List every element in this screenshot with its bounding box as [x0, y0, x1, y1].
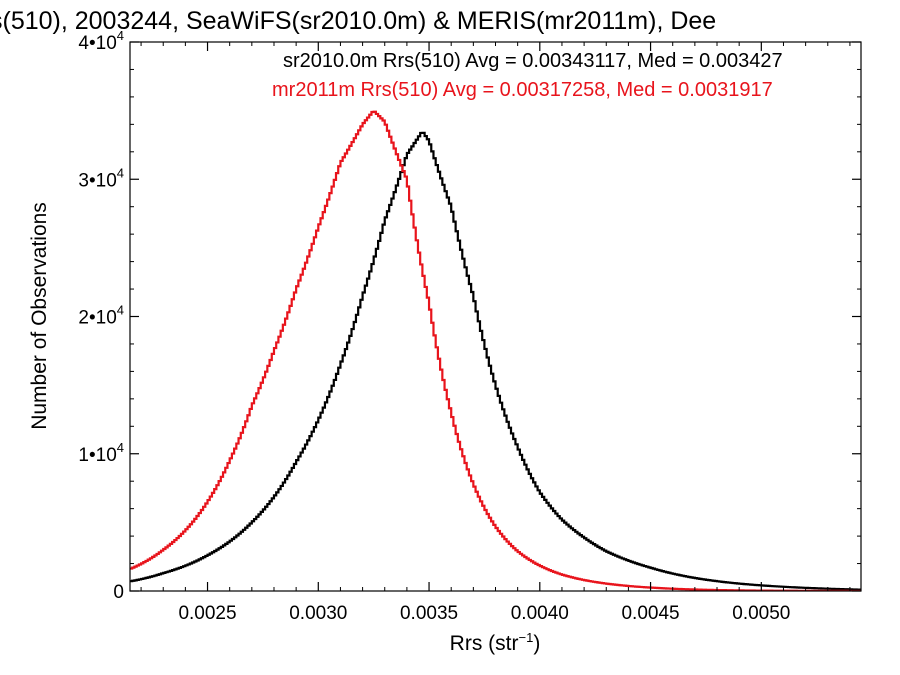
legend-entry-series-2: mr2011m Rrs(510) Avg = 0.00317258, Med =… [272, 79, 773, 101]
x-tick-label: 0.0050 [732, 603, 790, 624]
x-axis-label: Rrs (str−1) [450, 630, 541, 655]
series-2-histogram-line [130, 110, 861, 591]
series-1-histogram-line [130, 131, 861, 591]
legend-entry-series-1: sr2010.0m Rrs(510) Avg = 0.00343117, Med… [283, 50, 783, 72]
x-tick-label: 0.0035 [400, 603, 458, 624]
x-tick-label: 0.0040 [511, 603, 569, 624]
y-tick-label: 1•104 [78, 440, 124, 466]
y-axis-label: Number of Observations [28, 202, 51, 430]
x-tick-label: 0.0025 [178, 603, 236, 624]
x-tick-label: 0.0045 [621, 603, 679, 624]
x-tick-label: 0.0030 [289, 603, 347, 624]
chart-title: s(510), 2003244, SeaWiFS(sr2010.0m) & ME… [0, 7, 716, 35]
y-tick-label: 4•104 [78, 28, 124, 54]
y-tick-label: 0 [113, 582, 124, 603]
y-tick-label: 3•104 [78, 165, 124, 191]
y-tick-label: 2•104 [78, 303, 124, 329]
